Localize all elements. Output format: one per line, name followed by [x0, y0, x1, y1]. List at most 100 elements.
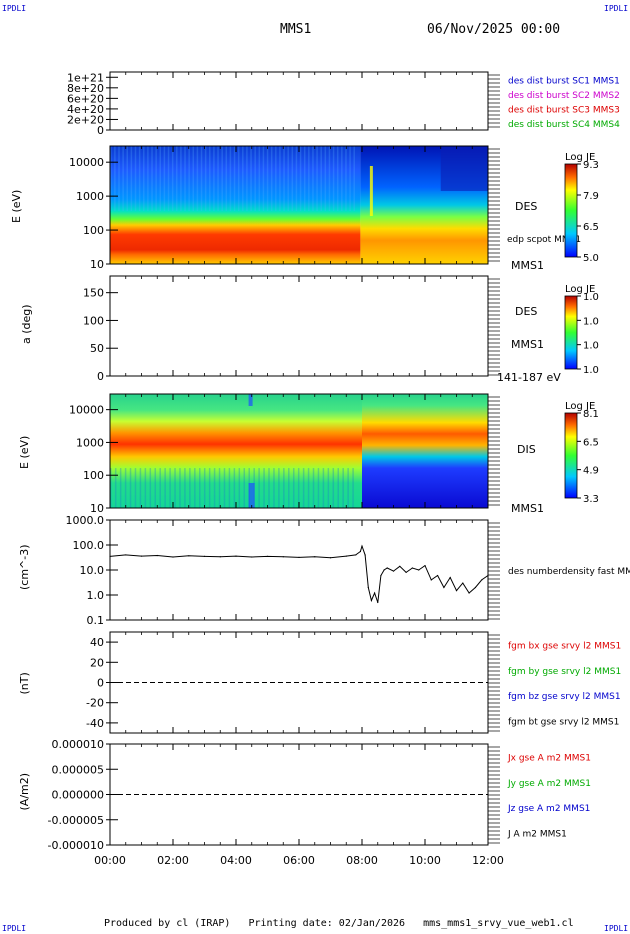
x-tick-label: 08:00: [346, 854, 378, 867]
spectrogram-stripe: [263, 468, 265, 508]
colorbar-title-3: Log JE: [565, 401, 595, 412]
density-point: [481, 579, 483, 581]
y-tick-label-3: 10: [90, 502, 104, 515]
colorbar-title-1: Log JE: [565, 152, 595, 163]
spectrogram-stripe: [149, 468, 152, 508]
spectrogram-stripe: [242, 146, 244, 211]
y-tick-label-0: 8e+20: [67, 82, 104, 95]
legend-entry-5-0: fgm bx gse srvy l2 MMS1: [508, 642, 621, 652]
y-tick-label-3: 1000: [76, 436, 104, 449]
spectrogram-stripe: [337, 468, 339, 508]
right-label-pad: DES: [515, 305, 537, 318]
spectrogram-stripe: [213, 146, 215, 211]
spectrogram-stripe: [139, 468, 142, 508]
legend-entry-4-0: des numberdensity fast MMS1: [508, 567, 630, 577]
spectrogram-stripe: [143, 146, 145, 211]
spectrogram-stripe: [283, 146, 285, 211]
spectrogram-after-crossing: [362, 394, 488, 508]
spectrogram-stripe: [287, 146, 289, 211]
density-point: [188, 555, 190, 557]
density-point: [329, 557, 332, 559]
spectrogram-stripe: [130, 146, 133, 211]
density-point: [140, 555, 143, 557]
y-tick-label-0: 0: [97, 124, 104, 137]
density-point: [418, 569, 420, 571]
spectrogram-dark-region: [440, 146, 488, 191]
spectrogram-stripe: [297, 468, 300, 508]
legend-entry-6-2: Jz gse A m2 MMS1: [507, 804, 590, 814]
spectrogram-stripe: [221, 146, 223, 211]
x-tick-label: 04:00: [220, 854, 252, 867]
colorbar-label-3: 4.9: [583, 466, 599, 477]
corner-bl: IPDLI: [2, 924, 27, 933]
spectrogram-stripe: [278, 468, 280, 508]
y-tick-label-4: 1000.0: [66, 514, 105, 527]
y-tick-label-0: 4e+20: [67, 103, 104, 116]
spectrogram-stripe: [308, 146, 310, 211]
density-point: [392, 570, 395, 572]
density-point: [411, 567, 413, 569]
mission-title: MMS1: [280, 22, 312, 37]
y-tick-label-2: 50: [90, 342, 104, 355]
footer-text: Produced by cl (IRAP) Printing date: 02/…: [104, 918, 574, 929]
spectrogram-stripe: [188, 146, 190, 211]
legend-entry-6-0: Jx gse A m2 MMS1: [507, 754, 591, 764]
colorbar-1: [564, 163, 578, 258]
y-tick-label-1: 10: [90, 258, 104, 271]
spectrogram-stripe: [332, 146, 335, 211]
spectrogram-stripe: [199, 468, 201, 508]
right-label2-des: MMS1: [511, 259, 544, 272]
spectrogram-stripe: [144, 468, 147, 508]
legend-entry-0-2: des dist burst SC3 MMS3: [508, 105, 620, 115]
right-label2-dis: MMS1: [511, 502, 544, 515]
x-tick-label: 00:00: [94, 854, 126, 867]
spectrogram-stripe: [200, 146, 203, 211]
legend-entry-5-2: fgm bz gse srvy l2 MMS1: [508, 692, 621, 702]
density-point: [109, 555, 111, 557]
density-point: [455, 589, 458, 592]
spectrogram-stripe: [336, 146, 339, 211]
header-datetime: 06/Nov/2025 00:00: [427, 22, 561, 37]
spectrogram-stripe: [328, 146, 331, 211]
spectrogram-stripe: [317, 468, 320, 508]
spectrogram-stripe: [302, 468, 305, 508]
spectrogram-dark-region: [248, 483, 255, 508]
panel-frame-pad: [109, 275, 489, 377]
spectrogram-stripe: [292, 468, 295, 508]
colorbar-label-2: 1.0: [583, 292, 599, 303]
density-point: [345, 555, 347, 557]
spectrogram-stripe: [151, 146, 153, 211]
spectrogram-stripe: [208, 468, 211, 508]
density-point: [449, 576, 451, 579]
y-tick-label-2: 150: [83, 287, 104, 300]
y-tick-label-4: 10.0: [80, 564, 105, 577]
y-axis-label-current: (A/m2): [18, 773, 31, 811]
colorbar-label-1: 7.9: [583, 191, 599, 202]
y-axis-label-pad: a (deg): [20, 304, 33, 344]
spectrogram-stripe: [342, 468, 344, 508]
legend-entry-5-1: fgm by gse srvy l2 MMS1: [508, 667, 621, 677]
y-tick-label-4: 0.1: [87, 614, 105, 627]
spectrogram-stripe: [118, 146, 120, 211]
spectrogram-stripe: [238, 468, 241, 508]
legend-entry-0-1: des dist burst SC2 MMS2: [508, 91, 620, 101]
density-point: [424, 564, 426, 567]
y-tick-label-3: 10000: [69, 404, 104, 417]
colorbar-title-2: Log JE: [565, 284, 595, 295]
density-point: [251, 556, 253, 558]
y-tick-label-0: 1e+21: [67, 71, 104, 84]
spectrogram-stripe: [218, 468, 221, 508]
spectrogram-stripe: [237, 146, 240, 211]
spectrogram-stripe: [184, 468, 186, 508]
colorbar-label-1: 5.0: [583, 253, 599, 264]
density-point: [383, 569, 385, 571]
colorbar-label-3: 3.3: [583, 494, 599, 505]
spectrogram-stripe: [312, 468, 315, 508]
panel-frame-dist: [109, 71, 489, 131]
corner-tr: IPDLI: [604, 4, 629, 13]
density-point: [367, 586, 369, 589]
y-tick-label-1: 10000: [69, 156, 104, 169]
spectrogram-stripe: [159, 468, 161, 508]
spectrogram-stripe: [114, 146, 116, 211]
spectrogram-stripe: [307, 468, 310, 508]
